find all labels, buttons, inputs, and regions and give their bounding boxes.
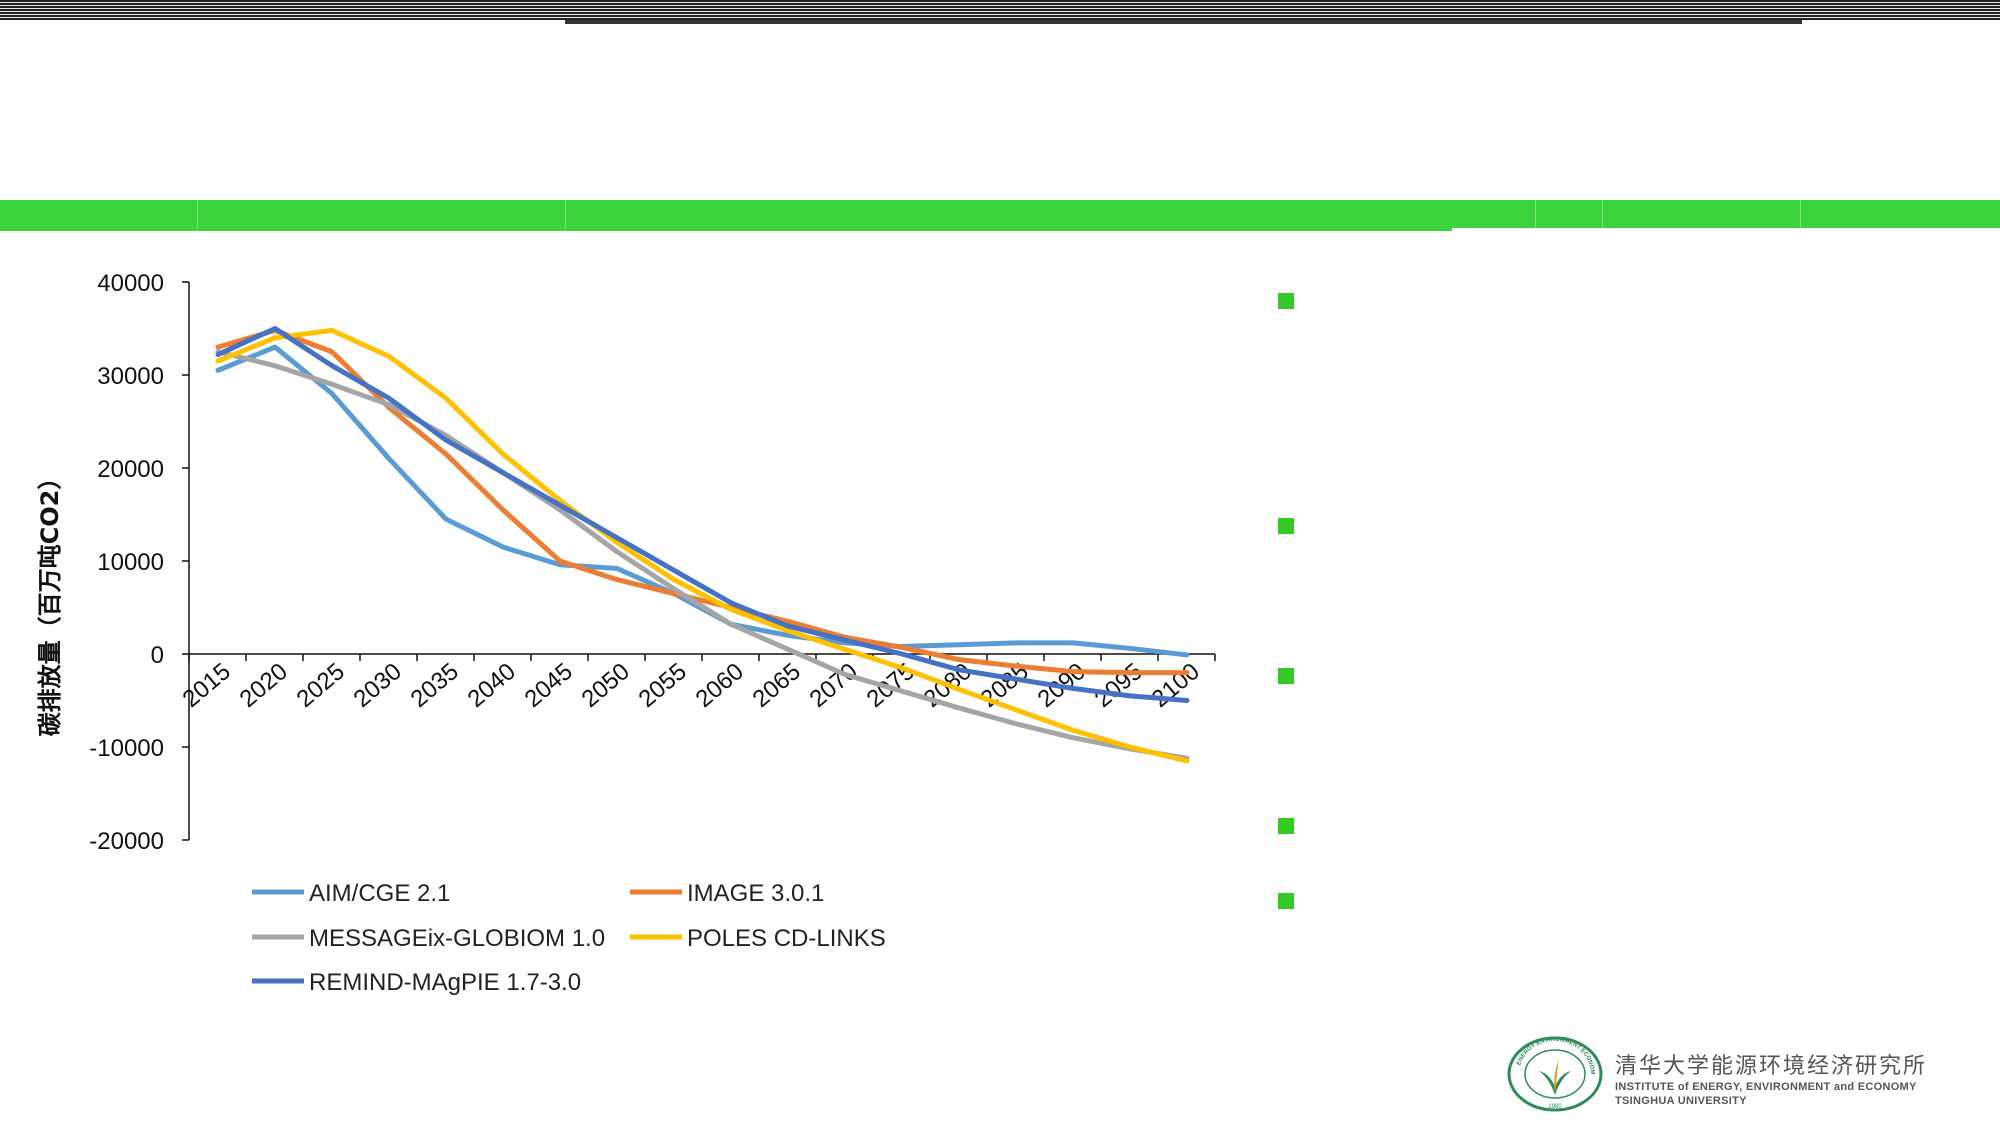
y-tick-label: 30000 — [97, 363, 164, 390]
x-tick-label: 2055 — [634, 658, 692, 713]
bar-divider — [1535, 200, 1536, 231]
series-line — [215, 327, 1190, 676]
x-tick-label: 2050 — [577, 658, 635, 713]
green-title-bar — [0, 200, 1452, 231]
bar-divider — [1602, 200, 1603, 231]
bullet-marker — [1278, 668, 1294, 684]
y-tick-label: 10000 — [97, 549, 164, 576]
institute-university: TSINGHUA UNIVERSITY — [1615, 1095, 1747, 1107]
y-tick-label: 0 — [151, 642, 164, 669]
x-tick-label: 2020 — [235, 658, 293, 713]
y-tick-label: 20000 — [97, 456, 164, 483]
legend-label: REMIND-MAgPIE 1.7-3.0 — [309, 969, 581, 996]
institute-name-cn: 清华大学能源环境经济研究所 — [1615, 1054, 1928, 1079]
series-line — [215, 327, 1190, 764]
institute-logo-icon: ENERGY ENVIRONMENT ECONOMY 1980 — [1505, 1035, 1603, 1112]
legend-label: AIM/CGE 2.1 — [309, 880, 450, 907]
bullet-marker — [1278, 893, 1294, 909]
x-tick-label: 2045 — [520, 658, 578, 713]
green-title-bar-right — [1452, 200, 2000, 228]
bar-divider — [565, 200, 566, 231]
y-axis-label: 碳排放量（百万吨CO2） — [36, 466, 64, 737]
top-decorative-underline — [565, 20, 1802, 24]
x-tick-label: 2065 — [748, 658, 806, 713]
series-line — [215, 326, 1190, 703]
x-tick-label: 2070 — [805, 658, 863, 713]
x-tick-label: 2015 — [178, 658, 236, 713]
logo-year: 1980 — [1548, 1104, 1562, 1110]
institute-name-en: INSTITUTE of ENERGY, ENVIRONMENT and ECO… — [1615, 1081, 1917, 1093]
x-tick-label: 2030 — [349, 658, 407, 713]
bar-divider — [1800, 200, 1801, 231]
bullet-marker — [1278, 293, 1294, 309]
legend-label: IMAGE 3.0.1 — [687, 880, 824, 907]
x-tick-label: 2095 — [1090, 658, 1148, 713]
bar-divider — [197, 200, 198, 231]
bullet-marker — [1278, 818, 1294, 834]
series-line — [215, 349, 1190, 761]
x-tick-label: 2025 — [292, 658, 350, 713]
x-tick-label: 2060 — [691, 658, 749, 713]
x-tick-label: 2035 — [406, 658, 464, 713]
y-tick-label: -10000 — [89, 735, 164, 762]
y-tick-label: -20000 — [89, 828, 164, 855]
y-tick-label: 40000 — [97, 270, 164, 297]
institute-name: 清华大学能源环境经济研究所 INSTITUTE of ENERGY, ENVIR… — [1615, 1048, 1927, 1108]
chart-legend: AIM/CGE 2.1 IMAGE 3.0.1 MESSAGEix-GLOBIOM … — [252, 880, 886, 996]
x-tick-label: 2040 — [463, 658, 521, 713]
x-tick-label: 2100 — [1147, 658, 1205, 713]
legend-label: MESSAGEix-GLOBIOM 1.0 — [309, 925, 605, 952]
legend-label: POLES CD-LINKS — [687, 925, 886, 952]
emissions-line-chart: 400003000020000100000-10000-200002015202… — [36, 270, 1216, 996]
bullet-marker — [1278, 518, 1294, 534]
chart-series-lines — [215, 326, 1190, 764]
top-decorative-band — [0, 0, 2000, 20]
